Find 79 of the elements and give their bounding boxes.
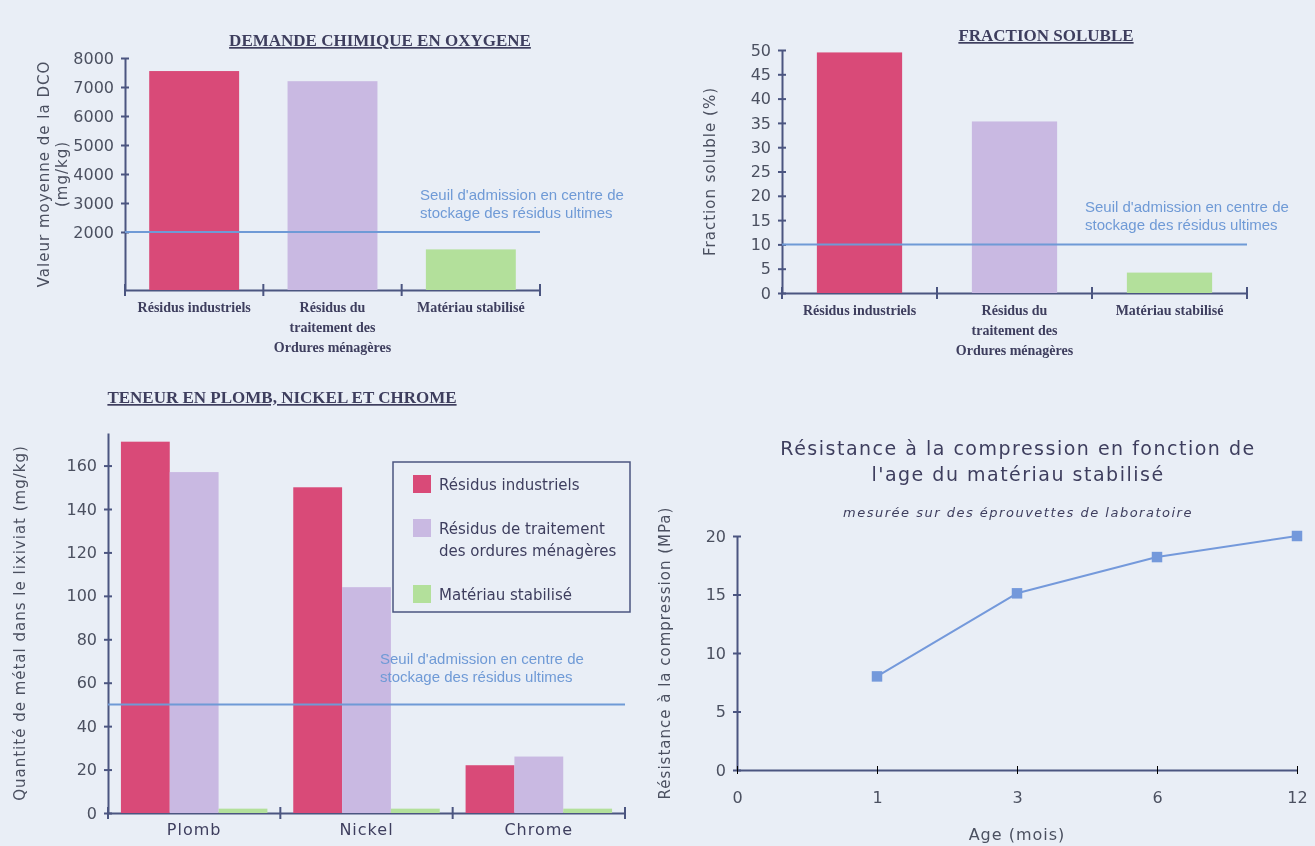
y-tick-label: 50: [750, 40, 771, 60]
bar: [218, 808, 268, 813]
y-tick-label: 20: [705, 526, 726, 546]
legend-label: Résidus de traitement des ordures ménagères: [439, 520, 617, 560]
y-tick-label: 30: [750, 137, 771, 157]
bar: [816, 52, 903, 293]
chart-title: DEMANDE CHIMIQUE EN OXYGENE: [229, 31, 531, 50]
x-tick-label: Résidus du traitement des Ordures ménagères: [955, 303, 1074, 358]
y-tick-label: 40: [76, 716, 97, 736]
x-tick-label: Matériau stabilisé: [416, 300, 525, 315]
y-tick-label: 10: [750, 235, 771, 255]
x-tick-label: Nickel: [339, 820, 394, 839]
chart-title: FRACTION SOLUBLE: [958, 26, 1134, 45]
y-tick-label: 35: [750, 113, 771, 133]
x-tick-label: 3: [1012, 788, 1023, 808]
y-tick-label: 15: [705, 585, 726, 605]
chart-title: TENEUR EN PLOMB, NICKEL ET CHROME: [107, 388, 457, 407]
y-tick-label: 0: [715, 760, 726, 780]
x-tick-label: 0: [732, 788, 743, 808]
y-axis-title: Valeur moyenne de la DCO (mg/kg): [35, 60, 71, 288]
chart-subtitle: mesurée sur des éprouvettes de laboratoire: [843, 505, 1193, 520]
y-axis-title: Fraction soluble (%): [701, 87, 719, 256]
y-tick-label: 2000: [73, 222, 114, 242]
y-tick-label: 160: [66, 456, 97, 476]
y-tick-label: 8000: [73, 48, 114, 68]
y-tick-label: 25: [750, 162, 771, 182]
point: [871, 671, 883, 682]
point: [1291, 530, 1303, 542]
point: [1011, 588, 1023, 599]
x-tick-label: Résidus industriels: [802, 303, 917, 318]
y-tick-label: 5: [715, 702, 726, 722]
chart-title: Résistance à la compression en fonction de l'age du matériau stabilisé: [780, 437, 1256, 485]
ref-line-label: Seuil d'admission en centre de stockage des résidus ultimes: [1085, 198, 1289, 234]
y-tick-label: 7000: [73, 77, 114, 97]
y-tick-label: 4000: [73, 164, 114, 184]
x-tick-label: Résidus industriels: [137, 300, 252, 315]
x-axis-title: Age (mois): [968, 825, 1066, 844]
y-tick-label: 60: [76, 673, 97, 693]
y-tick-label: 40: [750, 89, 771, 109]
ref-line-label: Seuil d'admission en centre de stockage des résidus ultimes: [380, 650, 584, 686]
bar: [293, 487, 343, 813]
y-axis-title: Résistance à la compression (MPa): [656, 506, 674, 800]
y-tick-label: 5000: [73, 135, 114, 155]
bar: [1126, 272, 1213, 293]
x-tick-label: 12: [1287, 788, 1308, 808]
y-tick-label: 20: [750, 186, 771, 206]
y-tick-label: 140: [66, 499, 97, 519]
bar: [287, 81, 378, 290]
y-tick-label: 6000: [73, 106, 114, 126]
bar: [169, 472, 219, 813]
bar: [149, 71, 240, 290]
x-tick-label: Matériau stabilisé: [1115, 303, 1224, 318]
legend-label: Matériau stabilisé: [439, 586, 573, 604]
bar: [563, 808, 613, 813]
y-tick-label: 15: [750, 210, 771, 230]
y-tick-label: 5: [760, 259, 771, 279]
legend-label: Résidus industriels: [439, 476, 580, 494]
y-tick-label: 0: [86, 803, 97, 823]
y-tick-label: 100: [66, 586, 97, 606]
bar: [120, 441, 170, 813]
y-tick-label: 20: [76, 760, 97, 780]
y-axis-title: Quantité de métal dans le lixiviat (mg/kg): [11, 445, 29, 801]
y-tick-label: 10: [705, 643, 726, 663]
x-tick-label: Chrome: [504, 820, 574, 839]
x-tick-label: Plomb: [166, 820, 222, 839]
bar: [465, 765, 515, 813]
ref-line-label: Seuil d'admission en centre de stockage des résidus ultimes: [420, 186, 624, 221]
bar: [390, 808, 440, 813]
x-tick-label: 1: [872, 788, 883, 808]
y-tick-label: 80: [76, 629, 97, 649]
bar: [971, 121, 1058, 293]
y-tick-label: 120: [66, 543, 97, 563]
y-tick-label: 45: [750, 64, 771, 84]
y-tick-label: 3000: [73, 193, 114, 213]
point: [1151, 551, 1163, 563]
bar: [425, 249, 516, 290]
x-tick-label: 6: [1152, 788, 1163, 808]
x-tick-label: Résidus du traitement des Ordures ménagères: [273, 300, 392, 355]
bar: [514, 756, 564, 813]
